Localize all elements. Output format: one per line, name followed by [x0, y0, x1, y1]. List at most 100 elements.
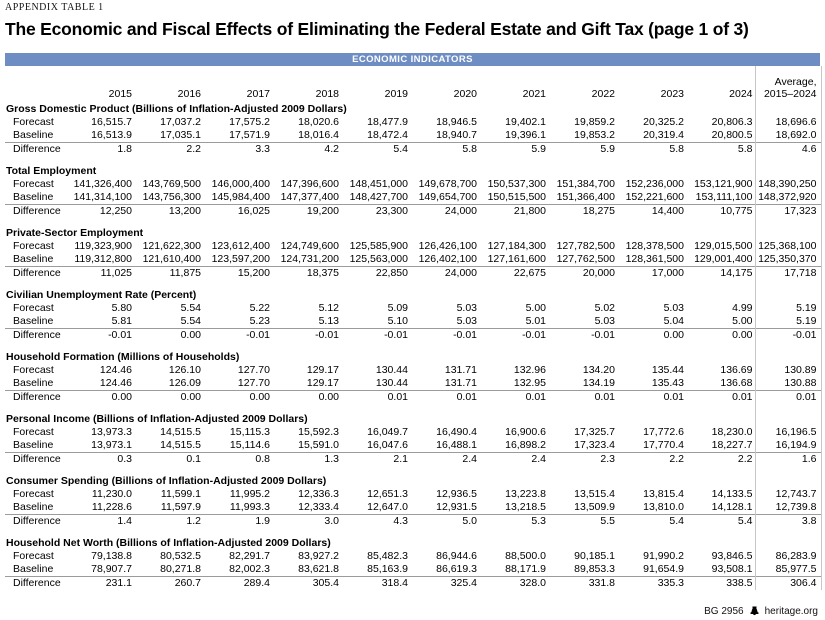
value-cell: 119,312,800 [74, 253, 132, 265]
value-cell: 0.01 [410, 390, 479, 404]
value-cell: 20,000 [548, 266, 617, 280]
value-cell: 85,482.3 [367, 550, 408, 562]
value-cell: 1.8 [65, 142, 134, 156]
year-column-header: 2015 [108, 88, 132, 100]
value-cell: 5.4 [686, 514, 755, 528]
average-column-spacer [754, 404, 822, 426]
average-value-cell: 125,350,370 [754, 253, 822, 267]
row-label: Forecast [13, 426, 54, 438]
value-cell: 12,936.5 [436, 488, 477, 500]
row-label: Forecast [13, 178, 54, 190]
value-cell: 5.03 [456, 302, 477, 314]
year-column-header: 2022 [591, 88, 615, 100]
value-cell: 24,000 [410, 204, 479, 218]
average-value-cell: 17,323 [754, 204, 822, 218]
value-cell: 126,402,100 [418, 253, 477, 265]
value-cell: 15,200 [203, 266, 272, 280]
forecast-row: Forecast 79,138.8 80,532.5 82,291.7 83,927.2… [5, 550, 822, 563]
value-cell: 132.95 [513, 377, 546, 389]
appendix-table-label: APPENDIX TABLE 1 [5, 2, 104, 13]
value-cell: 125,563,000 [349, 253, 408, 265]
value-cell: 5.54 [180, 315, 201, 327]
value-cell: 17,770.4 [643, 439, 684, 451]
value-cell: 2.1 [341, 452, 410, 466]
value-cell: 325.4 [410, 576, 479, 590]
value-cell: 19,396.1 [505, 129, 546, 141]
value-cell: 0.01 [686, 390, 755, 404]
value-cell: 4.3 [341, 514, 410, 528]
value-cell: 5.9 [479, 142, 548, 156]
value-cell: 5.00 [525, 302, 546, 314]
value-cell: 18,375 [272, 266, 341, 280]
value-cell: 119,323,900 [74, 240, 132, 252]
value-cell: 129.17 [306, 377, 339, 389]
value-cell: 152,221,600 [625, 191, 684, 203]
value-cell: 13,815.4 [643, 488, 684, 500]
value-cell: 5.5 [548, 514, 617, 528]
value-cell: 80,271.8 [160, 563, 201, 575]
section-title: Personal Income (Billions of Inflation-A… [6, 413, 308, 425]
difference-row: Difference 11,025 11,875 15,200 18,375 22,850… [5, 266, 822, 280]
value-cell: 260.7 [134, 576, 203, 590]
value-cell: 335.3 [617, 576, 686, 590]
value-cell: 11,875 [134, 266, 203, 280]
value-cell: 130.44 [375, 364, 408, 376]
value-cell: 5.23 [249, 315, 270, 327]
forecast-row: Forecast 119,323,900 121,622,300 123,612,40… [5, 240, 822, 253]
row-label: Difference [5, 204, 65, 218]
value-cell: 134.20 [582, 364, 615, 376]
average-value-cell: 85,977.5 [754, 563, 822, 577]
value-cell: 18,477.9 [367, 116, 408, 128]
value-cell: -0.01 [548, 328, 617, 342]
row-label: Baseline [13, 191, 54, 203]
value-cell: 5.9 [548, 142, 617, 156]
value-cell: 11,230.0 [91, 488, 132, 500]
forecast-row: Forecast 16,515.7 17,037.2 17,575.2 18,020.6… [5, 116, 822, 129]
section-title: Gross Domestic Product (Billions of Infl… [6, 103, 347, 115]
value-cell: 126,426,100 [418, 240, 477, 252]
section-title-row: Civilian Unemployment Rate (Percent) [5, 280, 822, 302]
baseline-row: Baseline 13,973.1 14,515.5 15,114.6 15,591.0… [5, 439, 822, 453]
value-cell: 19,200 [272, 204, 341, 218]
row-label: Difference [5, 390, 65, 404]
value-cell: 16,488.1 [436, 439, 477, 451]
value-cell: 16,513.9 [91, 129, 132, 141]
value-cell: 78,907.7 [91, 563, 132, 575]
value-cell: 12,647.0 [367, 501, 408, 513]
baseline-row: Baseline 16,513.9 17,035.1 17,571.9 18,016.4… [5, 129, 822, 143]
row-label: Baseline [13, 129, 54, 141]
value-cell: 91,654.9 [643, 563, 684, 575]
value-cell: 130.44 [375, 377, 408, 389]
value-cell: 20,325.2 [643, 116, 684, 128]
value-cell: 19,402.1 [505, 116, 546, 128]
value-cell: 88,171.9 [505, 563, 546, 575]
value-cell: 2.2 [134, 142, 203, 156]
value-cell: 231.1 [65, 576, 134, 590]
value-cell: 153,111,100 [695, 191, 753, 203]
value-cell: 153,121,900 [694, 178, 753, 190]
value-cell: 127.70 [237, 364, 270, 376]
value-cell: 13,223.8 [505, 488, 546, 500]
year-column-header: 2020 [453, 88, 477, 100]
value-cell: 125,585,900 [349, 240, 408, 252]
value-cell: 14,515.5 [160, 439, 201, 451]
value-cell: 13,509.9 [574, 501, 615, 513]
average-value-cell: 12,739.8 [754, 501, 822, 515]
value-cell: 12,250 [65, 204, 134, 218]
page-title: The Economic and Fiscal Effects of Elimi… [5, 19, 749, 39]
year-column-header: 2019 [384, 88, 408, 100]
value-cell: 3.0 [272, 514, 341, 528]
average-value-cell: 148,390,250 [754, 178, 822, 191]
average-value-cell: 86,283.9 [754, 550, 822, 563]
value-cell: 80,532.5 [160, 550, 201, 562]
value-cell: 5.02 [594, 302, 615, 314]
value-cell: 16,049.7 [367, 426, 408, 438]
value-cell: 16,900.6 [505, 426, 546, 438]
value-cell: 11,228.6 [91, 501, 132, 513]
value-cell: 18,940.7 [436, 129, 477, 141]
value-cell: 0.00 [203, 390, 272, 404]
difference-row: Difference 0.3 0.1 0.8 1.3 2.1 2.4 2.4 2.3 2.2 2.2… [5, 452, 822, 466]
value-cell: 18,020.6 [298, 116, 339, 128]
value-cell: 82,002.3 [229, 563, 270, 575]
